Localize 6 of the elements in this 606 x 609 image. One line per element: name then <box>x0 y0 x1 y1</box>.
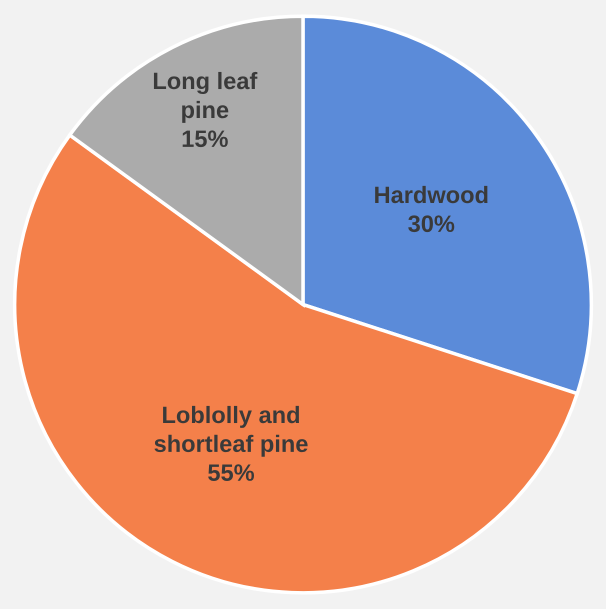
slice-label: Long leaf pine <box>154 72 258 123</box>
slice-label: Hardwood <box>375 186 488 204</box>
slice-label: Loblolly and shortleaf pine <box>154 406 308 457</box>
data-label: 30% <box>408 215 454 232</box>
data-label: 55% <box>208 464 254 481</box>
data-label: 15% <box>182 130 228 148</box>
